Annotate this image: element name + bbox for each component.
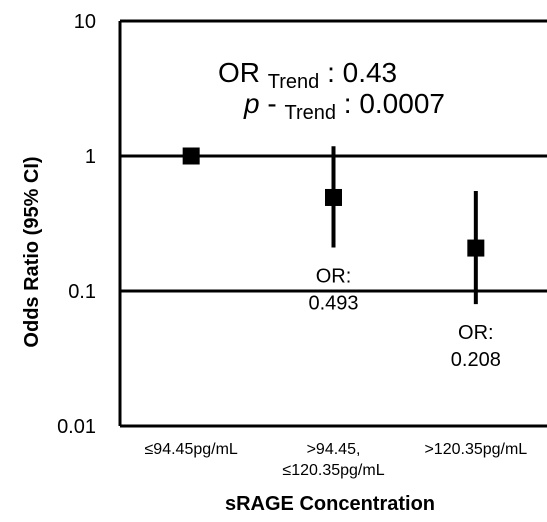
y-tick-label-2: 1 [85, 146, 96, 168]
point-label-2-0: OR: [458, 322, 494, 344]
x-category-label-1-0: >94.45, [307, 441, 361, 458]
point-marker-2 [467, 239, 485, 257]
trend-p-subscript: Trend [284, 102, 336, 124]
y-axis-title: Odds Ratio (95% CI) [21, 156, 43, 347]
x-axis-title: sRAGE Concentration [225, 493, 435, 515]
x-category-label-1-1: ≤120.35pg/mL [282, 462, 384, 479]
trend-or-prefix: OR [218, 57, 260, 88]
x-category-label-0-0: ≤94.45pg/mL [145, 441, 238, 458]
trend-p-prefix: p [243, 88, 260, 119]
point-marker-1 [325, 188, 342, 206]
y-tick-label-3: 10 [74, 11, 96, 33]
trend-p-value: : 0.0007 [344, 88, 445, 119]
point-marker-0 [182, 147, 200, 165]
x-category-label-2-0: >120.35pg/mL [424, 441, 527, 458]
point-label-2-1: 0.208 [451, 349, 501, 371]
point-label-1-0: OR: [316, 266, 352, 288]
trend-p-dash: - [267, 88, 276, 119]
point-label-1-1: 0.493 [308, 293, 358, 315]
trend-or-value: : 0.43 [327, 57, 397, 88]
y-tick-label-1: 0.1 [68, 281, 96, 303]
trend-p-annotation: p - Trend : 0.0007 [243, 88, 445, 125]
trend-or-subscript: Trend [268, 71, 320, 93]
trend-or-annotation: OR Trend : 0.43 [218, 57, 397, 94]
y-tick-label-0: 0.01 [57, 416, 96, 438]
